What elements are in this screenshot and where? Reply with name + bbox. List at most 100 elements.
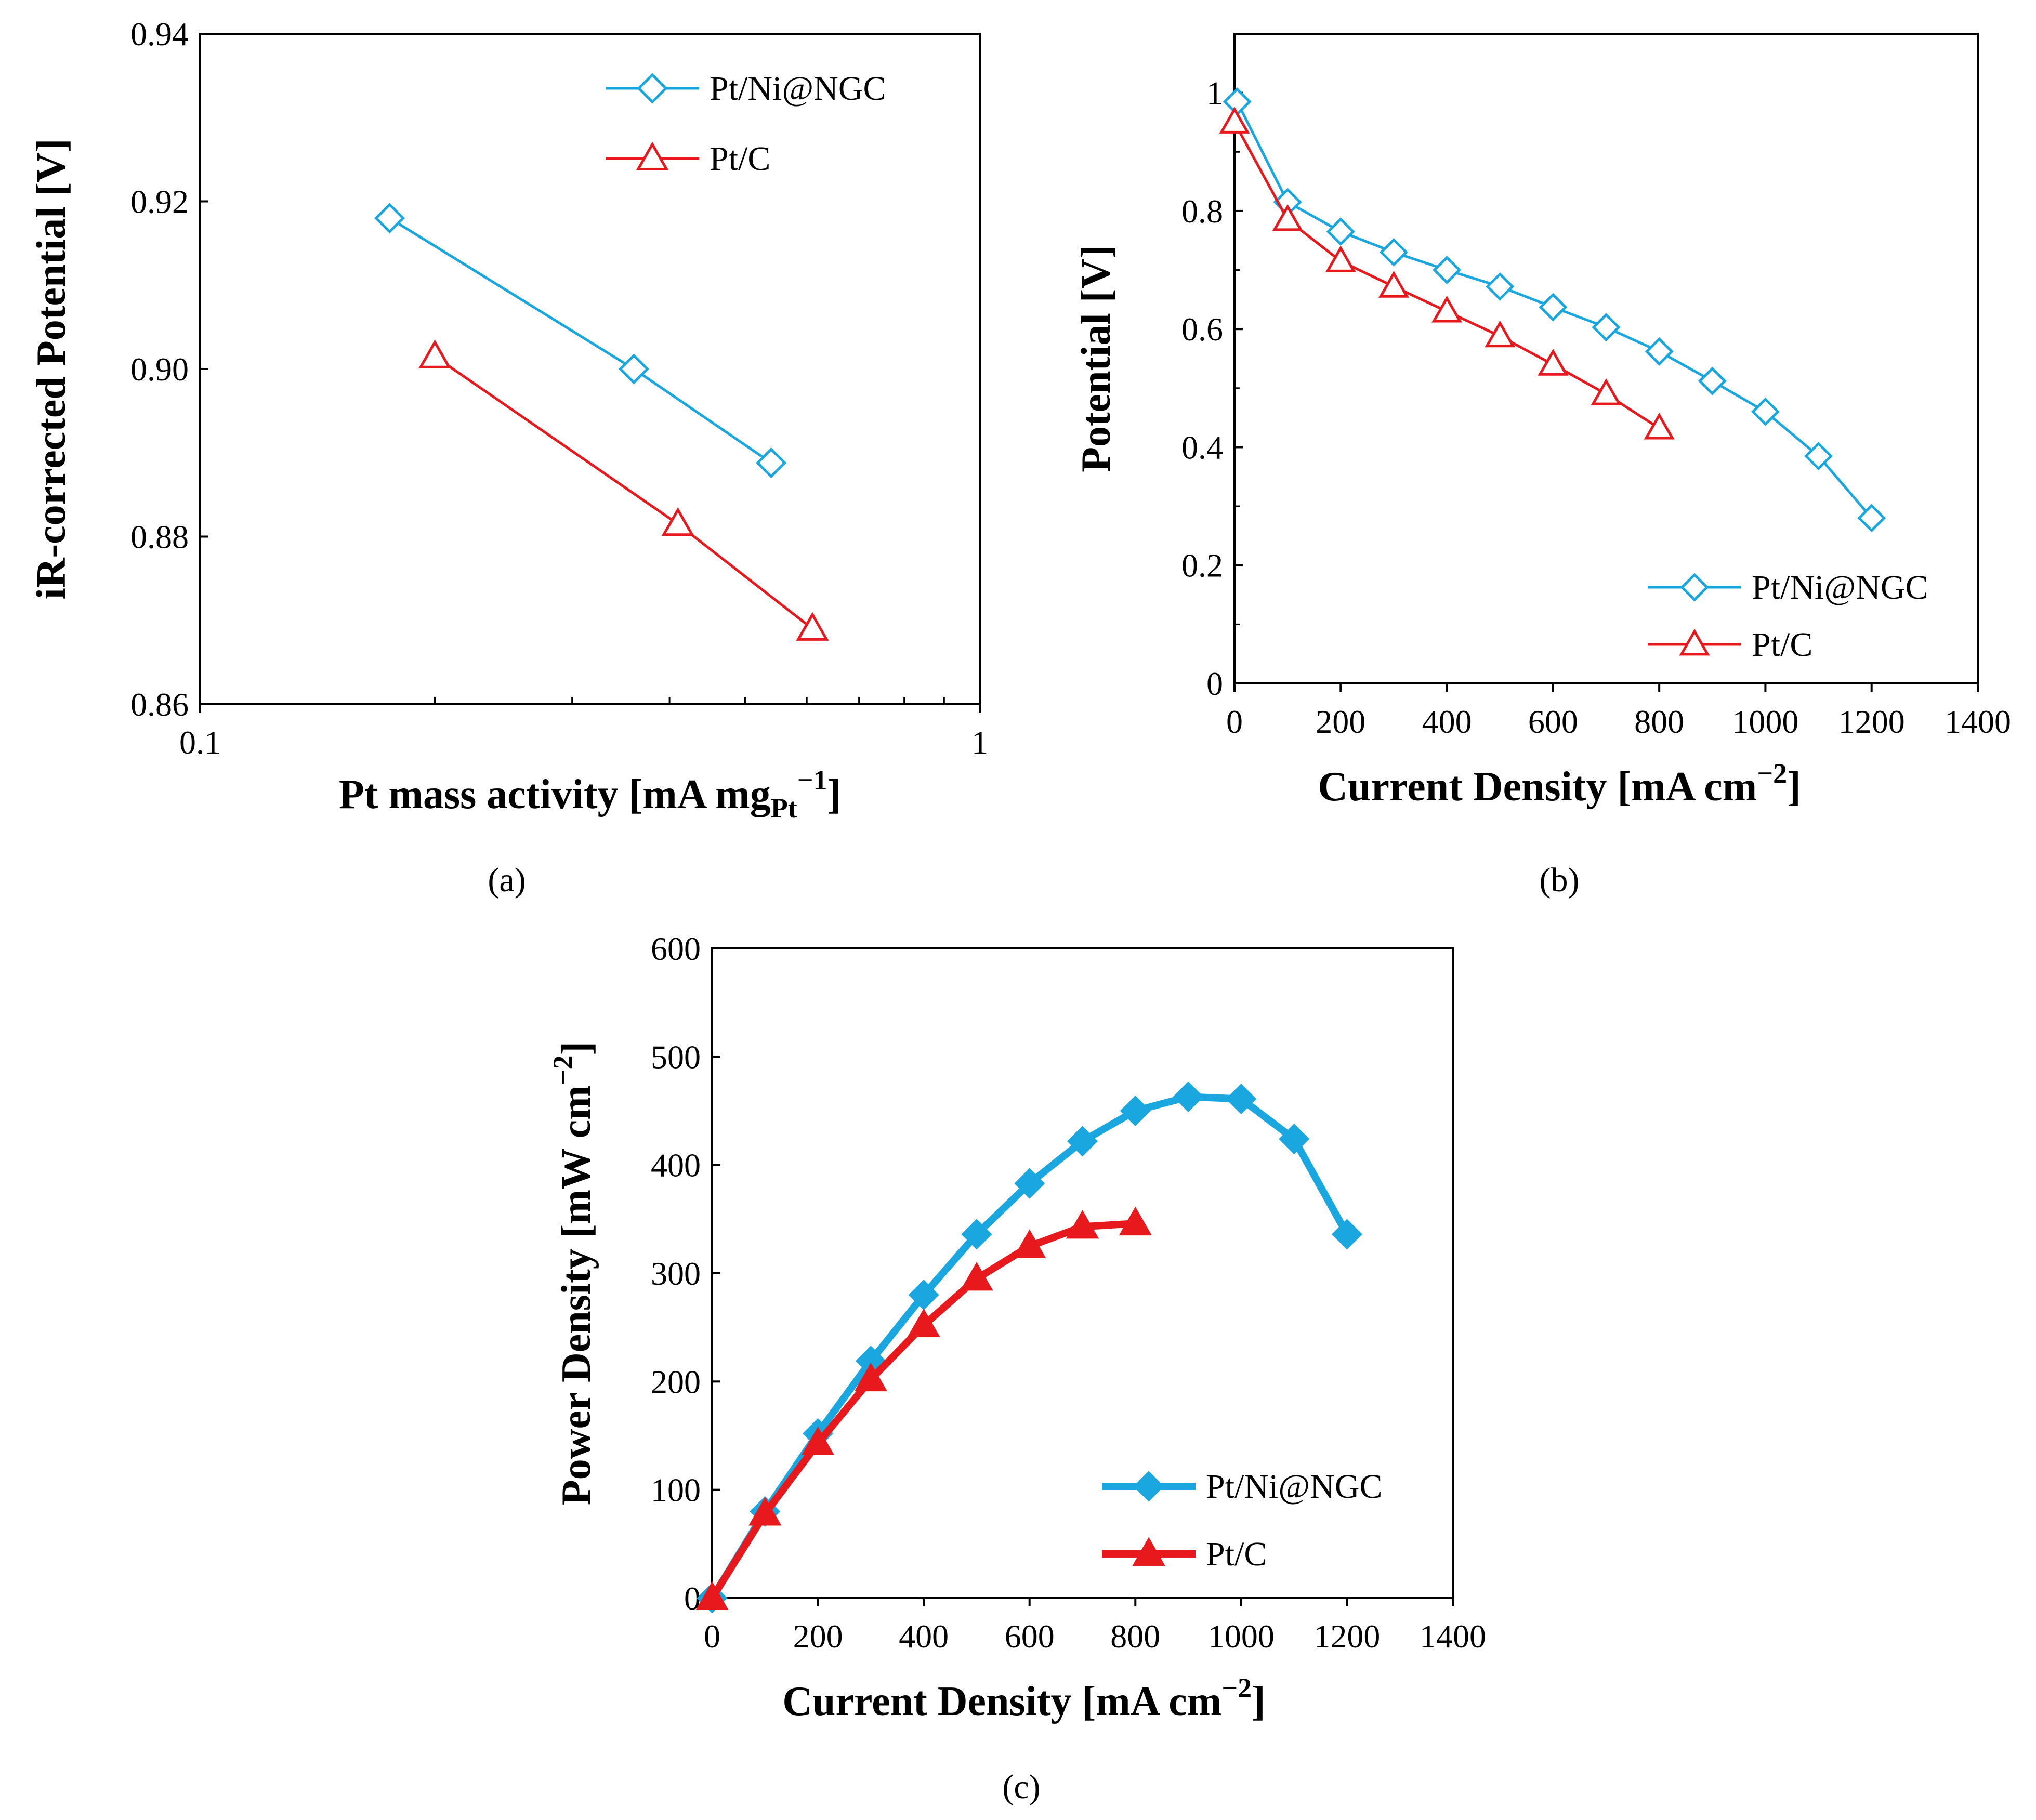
panel-a-series-0-point (618, 353, 649, 385)
panel-a-y-tick-label: 0.90 (130, 351, 189, 388)
panel-b-series-1-point (1644, 412, 1675, 440)
panel-c-series-0-point (1226, 1084, 1257, 1115)
panel-b-series-0-point (1379, 238, 1408, 267)
panel-b-series-0-point (1857, 504, 1886, 533)
panel-a-legend-label-1: Pt/C (710, 140, 770, 178)
panel-a-series-1-point (418, 339, 452, 368)
panel-b-y-tick-label: 0 (1206, 665, 1223, 702)
panel-c-x-tick-label: 600 (1005, 1618, 1055, 1655)
panel-b-x-tick-label: 200 (1316, 703, 1365, 740)
panel-a-series-1-point (796, 612, 829, 641)
panel-b-x-tick-label: 400 (1422, 703, 1472, 740)
panel-c-x-axis-label: Current Density [mA cm−2] (782, 1672, 1265, 1724)
panel-a-series-1-line (434, 355, 813, 630)
panel-b-series-0-point (1804, 441, 1833, 471)
panel-c-series-1-point (907, 1308, 940, 1337)
panel-b-y-axis-label: Potential [V] (1073, 245, 1119, 472)
panel-c-series-1-point (960, 1262, 993, 1291)
panel-a-legend-marker-1 (636, 141, 669, 170)
panel-b-y-tick-label: 0.4 (1181, 429, 1223, 466)
panel-c-legend-label-1: Pt/C (1206, 1535, 1267, 1573)
panel-a-legend-marker-0 (637, 73, 668, 104)
panel-b-chart: 00.20.40.60.810 200 400 600 800 1000 1200 1400 … (1073, 33, 2011, 899)
panel-b-legend-marker-0 (1680, 573, 1709, 602)
panel-b-y-tick-label: 1 (1206, 75, 1223, 112)
panel-c-series-1-point (748, 1497, 782, 1526)
panel-c-y-tick-label: 600 (651, 930, 701, 967)
panel-c-x-tick-label: 400 (899, 1618, 949, 1655)
panel-b-series-0-point (1645, 337, 1674, 366)
panel-c-series-1-point (1013, 1229, 1046, 1258)
panel-b-series-0-point (1592, 313, 1621, 342)
panel-a-chart: 0.86 0.88 0.90 0.92 0.94 0.1 1 Pt/Ni@NGC Pt/C i… (29, 16, 988, 899)
panel-c-series-1-point (801, 1426, 835, 1456)
panel-b-y-tick-label: 0.2 (1181, 547, 1223, 584)
panel-b-series-0-point (1698, 366, 1727, 395)
panel-c-x-tick-label: 800 (1110, 1618, 1160, 1655)
panel-c-series-1-point (854, 1362, 887, 1392)
panel-b-x-axis-label: Current Density [mA cm−2] (1318, 758, 1801, 810)
panel-b-plot-frame (1233, 33, 1979, 684)
panel-b-series-0-point (1223, 87, 1252, 116)
panel-b-legend-label-1: Pt/C (1752, 626, 1812, 664)
panel-a-x-tick-label: 1 (971, 724, 988, 761)
panel-c-series-0-point (1331, 1219, 1362, 1250)
panel-b-x-tick-label: 1000 (1732, 703, 1798, 740)
panel-b-x-tick-label: 800 (1634, 703, 1684, 740)
panel-a-x-axis-label: Pt mass activity [mA mgPt−1] (339, 764, 841, 824)
panel-a-legend-label-0: Pt/Ni@NGC (710, 70, 886, 108)
panel-a-series-0-point (756, 447, 787, 479)
panel-b-x-tick-label: 1400 (1945, 703, 2011, 740)
panel-c-y-tick-label: 200 (651, 1363, 701, 1400)
panel-c-x-tick-label: 1000 (1208, 1618, 1275, 1655)
panel-b-x-tick-label: 1200 (1838, 703, 1905, 740)
panel-c-series-0-point (1173, 1081, 1204, 1112)
panel-b-series-1-point (1431, 295, 1463, 323)
panel-c-x-tick-label: 200 (793, 1618, 843, 1655)
panel-c-y-axis-label: Power Density [mW cm−2] (547, 1041, 599, 1505)
panel-b-series-1-point (1219, 107, 1250, 134)
panel-b-series-1-point (1272, 204, 1303, 231)
panel-b-series-1-point (1591, 378, 1622, 405)
panel-c-series-0-point (1279, 1124, 1310, 1155)
panel-b-x-tick-label: 0 (1226, 703, 1243, 740)
panel-c-x-tick-label: 0 (704, 1618, 720, 1655)
panel-c-y-tick-label: 100 (651, 1472, 701, 1509)
panel-a-y-tick-label: 0.88 (130, 519, 189, 556)
panel-c-series-1-point (1066, 1210, 1099, 1239)
panel-c-y-tick-label: 400 (651, 1147, 701, 1184)
panel-c-series-0-point (1120, 1095, 1151, 1127)
panel-a-x-tick-label: 0.1 (179, 724, 221, 761)
panel-b-series-0-point (1433, 256, 1462, 285)
panel-c-series-0-point (961, 1219, 992, 1250)
panel-c-x-tick-label: 1200 (1313, 1618, 1380, 1655)
panel-a-series-1-point (661, 507, 694, 536)
panel-b-legend-label-0: Pt/Ni@NGC (1752, 569, 1928, 606)
panel-c-legend-label-0: Pt/Ni@NGC (1206, 1468, 1383, 1506)
panel-b-series-0-point (1751, 397, 1780, 426)
panel-b-series-0-point (1326, 217, 1355, 246)
panel-b-series-1-point (1378, 271, 1409, 298)
panel-b-series-1-point (1538, 349, 1569, 376)
panel-b-series-0-point (1539, 293, 1568, 322)
panel-b-series-0-point (1486, 272, 1515, 301)
panel-c-series-0-point (1067, 1126, 1098, 1157)
panel-a-plot-frame (199, 33, 981, 705)
panel-a-y-tick-label: 0.92 (130, 183, 189, 220)
panel-c-series-0-point (1014, 1168, 1045, 1199)
panel-c-legend-marker-0 (1133, 1471, 1164, 1502)
panel-c-series-1-point (695, 1581, 729, 1610)
panel-b-x-tick-label: 600 (1528, 703, 1578, 740)
panel-a-caption: (a) (488, 861, 526, 899)
panel-a-series-0-point (374, 203, 405, 234)
panel-c-series-1-point (1119, 1206, 1152, 1236)
panel-c-y-tick-label: 300 (651, 1255, 701, 1292)
panel-b-y-tick-label: 0.6 (1181, 311, 1223, 348)
panel-b-y-tick-label: 0.8 (1181, 193, 1223, 230)
panel-c-legend-marker-1 (1132, 1537, 1165, 1566)
panel-b-series-1-point (1485, 320, 1516, 348)
panel-b-legend-marker-1 (1679, 628, 1710, 656)
panel-a-y-tick-label: 0.94 (130, 16, 189, 52)
